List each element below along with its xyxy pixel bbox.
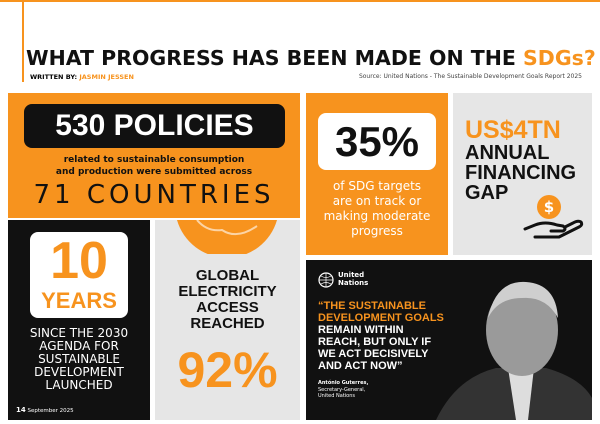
years-number: 10 (50, 232, 108, 290)
top-rule (0, 0, 600, 2)
quote-text: REACH, BUT ONLY IF (318, 336, 432, 348)
quote-text: WE ACT DECISIVELY (318, 348, 429, 360)
un-logo-grid (319, 273, 333, 287)
hand (523, 219, 584, 239)
electricity-text: ELECTRICITY (178, 283, 277, 300)
targets-text: progress (351, 224, 403, 238)
quote-text: REMAIN WITHIN (318, 324, 404, 336)
financing-text: FINANCING (465, 162, 577, 184)
byline-label: WRITTEN BY: (30, 73, 78, 81)
portrait-shirt (508, 368, 534, 420)
years-text: SINCE THE 2030 (29, 326, 129, 340)
electricity-text: REACHED (190, 315, 265, 332)
quote-highlight: “THE SUSTAINABLE (318, 300, 426, 312)
quote-text: AND ACT NOW” (318, 360, 403, 372)
org-name: Nations (338, 279, 369, 287)
electricity-text: ACCESS (196, 299, 259, 316)
byline: WRITTEN BY: JASMIN JESSEN (30, 73, 134, 81)
policies-text: related to sustainable consumption (63, 155, 245, 165)
portrait-face (486, 284, 558, 376)
coin (537, 195, 561, 219)
years-text: SUSTAINABLE (38, 352, 120, 366)
quote-highlight: DEVELOPMENT GOALS (318, 312, 444, 324)
years-unit: YEARS (41, 288, 117, 313)
coin-symbol: $ (544, 198, 554, 216)
policies-text: and production were submitted across (55, 167, 253, 177)
attribution: Secretary-General, (318, 386, 366, 393)
targets-text: making moderate (323, 209, 431, 223)
portrait-hair (488, 281, 558, 318)
policies-panel: 530 POLICIES related to sustainable cons… (8, 93, 300, 218)
financing-panel: US$4TN ANNUAL FINANCING GAP $ (453, 93, 592, 255)
source: Source: United Nations - The Sustainable… (358, 73, 582, 80)
policies-headline: 530 POLICIES (24, 104, 285, 148)
electricity-headline: 92% (177, 342, 278, 398)
quote-panel: United Nations “THE SUSTAINABLE DEVELOPM… (306, 260, 592, 420)
attribution: António Guterres, (318, 380, 369, 386)
targets-panel: 35% of SDG targets are on track or makin… (306, 93, 448, 255)
financing-headline: US$4TN (465, 116, 561, 144)
attribution: United Nations (318, 393, 356, 399)
portrait (436, 281, 592, 420)
page-title: WHAT PROGRESS HAS BEEN MADE ON THE SDGs? (26, 46, 596, 70)
targets-headline: 35% (318, 113, 436, 170)
hand-coin-icon: $ (523, 195, 584, 239)
years-text: AGENDA FOR (39, 339, 119, 353)
org-name: United (338, 271, 365, 279)
un-logo (318, 272, 334, 288)
policies-countries: 71 COUNTRIES (33, 180, 275, 210)
electricity-panel: GLOBAL ELECTRICITY ACCESS REACHED 92% (155, 220, 300, 420)
title-highlight: SDGs? (523, 46, 596, 70)
financing-text: ANNUAL (465, 142, 550, 164)
years-card: 10 YEARS (30, 232, 128, 318)
globe-icon (177, 220, 277, 254)
targets-text: are on track or (332, 194, 422, 208)
title-text: WHAT PROGRESS HAS BEEN MADE ON THE (26, 46, 516, 70)
author: JASMIN JESSEN (79, 73, 134, 81)
financing-text: GAP (465, 182, 509, 204)
footer-date: September 2025 (27, 408, 74, 414)
footer: 14 September 2025 (16, 406, 74, 414)
years-text: LAUNCHED (45, 378, 113, 392)
globe-land (196, 220, 258, 236)
accent-line (22, 0, 24, 82)
years-text: DEVELOPMENT (34, 365, 124, 379)
electricity-text: GLOBAL (195, 267, 260, 284)
years-panel: 10 YEARS SINCE THE 2030 AGENDA FOR SUSTA… (8, 220, 150, 420)
page-number: 14 (16, 406, 26, 414)
targets-text: of SDG targets (332, 179, 422, 193)
globe (177, 220, 277, 254)
